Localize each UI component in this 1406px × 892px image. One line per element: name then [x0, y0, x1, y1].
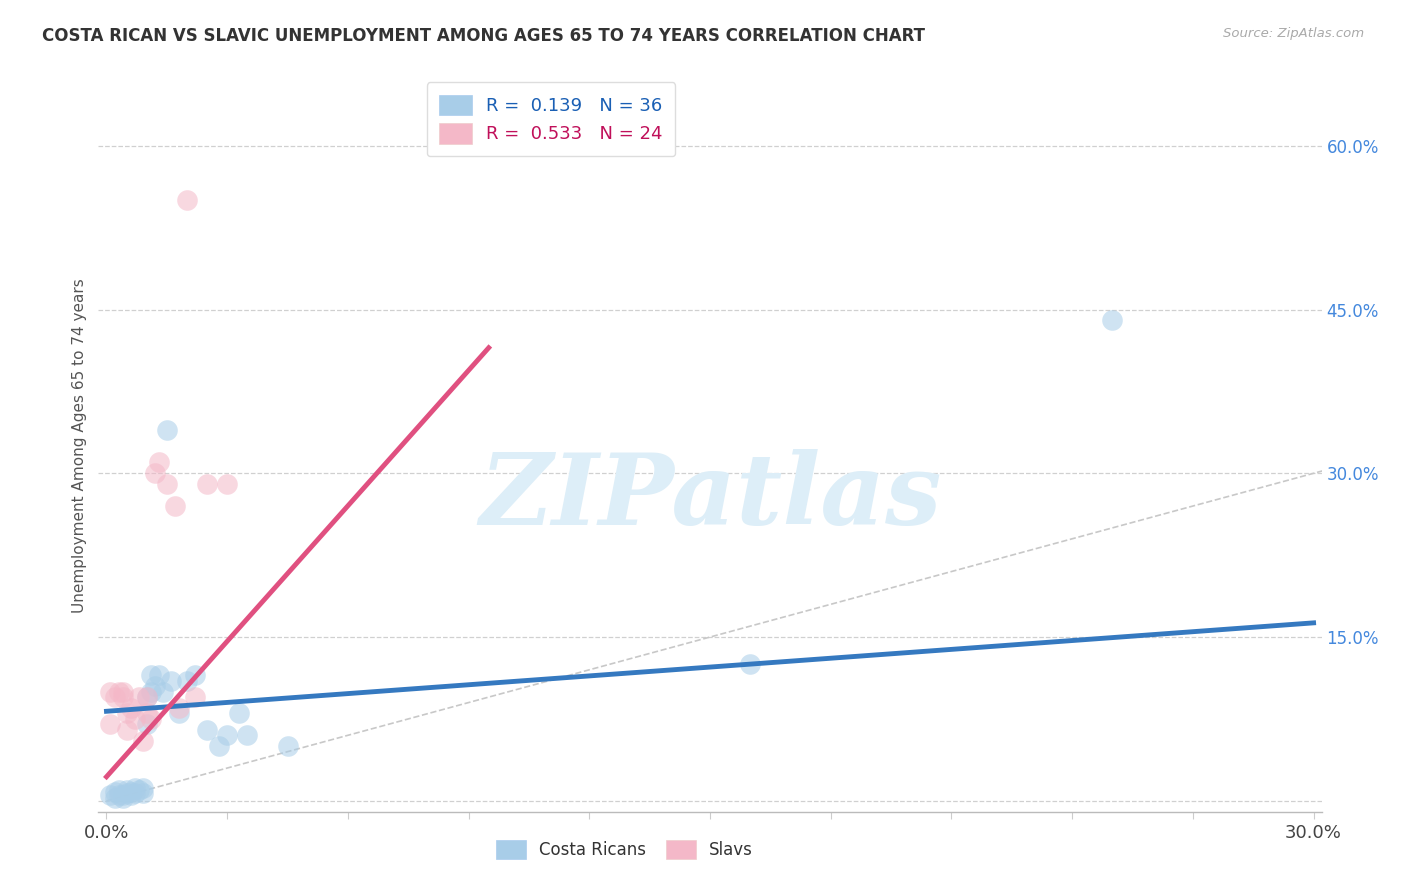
Point — [135, 690, 157, 704]
Legend: Costa Ricans, Slavs: Costa Ricans, Slavs — [489, 833, 759, 865]
Point — [135, 717, 157, 731]
Point — [740, 657, 762, 672]
Point — [139, 684, 162, 698]
Point — [277, 739, 299, 754]
Point — [107, 789, 129, 803]
Point — [131, 733, 153, 747]
Point — [100, 717, 122, 731]
Point — [128, 690, 150, 704]
Point — [100, 789, 122, 803]
Point — [100, 684, 122, 698]
Point — [156, 477, 179, 491]
Text: ZIPatlas: ZIPatlas — [479, 449, 941, 545]
Point — [115, 706, 138, 721]
Text: COSTA RICAN VS SLAVIC UNEMPLOYMENT AMONG AGES 65 TO 74 YEARS CORRELATION CHART: COSTA RICAN VS SLAVIC UNEMPLOYMENT AMONG… — [42, 27, 925, 45]
Point — [111, 684, 134, 698]
Point — [115, 723, 138, 737]
Point — [184, 690, 207, 704]
Point — [120, 789, 142, 803]
Point — [135, 690, 157, 704]
Point — [228, 706, 250, 721]
Point — [124, 712, 146, 726]
Point — [115, 786, 138, 800]
Point — [131, 780, 153, 795]
Point — [111, 690, 134, 704]
Point — [217, 477, 239, 491]
Point — [120, 785, 142, 799]
Y-axis label: Unemployment Among Ages 65 to 74 years: Unemployment Among Ages 65 to 74 years — [72, 278, 87, 614]
Point — [167, 706, 190, 721]
Point — [236, 728, 259, 742]
Point — [103, 785, 125, 799]
Point — [103, 790, 125, 805]
Point — [195, 477, 218, 491]
Point — [152, 684, 174, 698]
Point — [156, 423, 179, 437]
Point — [1101, 313, 1123, 327]
Point — [160, 673, 183, 688]
Point — [135, 706, 157, 721]
Point — [115, 783, 138, 797]
Point — [184, 668, 207, 682]
Point — [124, 780, 146, 795]
Point — [111, 789, 134, 803]
Point — [163, 499, 186, 513]
Point — [131, 786, 153, 800]
Point — [143, 679, 166, 693]
Point — [128, 783, 150, 797]
Point — [143, 467, 166, 481]
Point — [195, 723, 218, 737]
Point — [120, 701, 142, 715]
Point — [103, 690, 125, 704]
Point — [111, 790, 134, 805]
Point — [208, 739, 231, 754]
Point — [148, 668, 170, 682]
Text: Source: ZipAtlas.com: Source: ZipAtlas.com — [1223, 27, 1364, 40]
Point — [176, 673, 198, 688]
Point — [148, 455, 170, 469]
Point — [217, 728, 239, 742]
Point — [139, 668, 162, 682]
Point — [167, 701, 190, 715]
Point — [124, 786, 146, 800]
Point — [107, 684, 129, 698]
Point — [139, 712, 162, 726]
Point — [107, 783, 129, 797]
Point — [176, 194, 198, 208]
